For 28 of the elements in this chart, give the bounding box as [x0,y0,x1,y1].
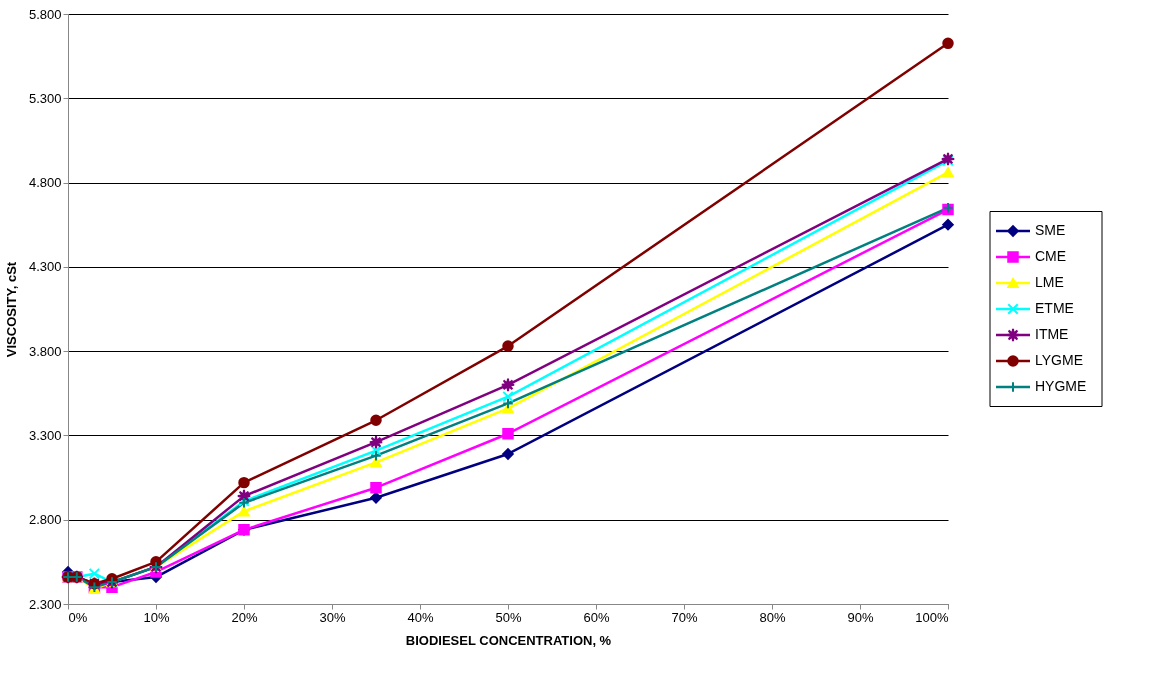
legend-label: LYGME [1035,352,1083,368]
x-tick-label: 20% [231,609,258,625]
legend-label: LME [1035,274,1064,290]
y-tick-label: 5.300 [28,90,62,106]
x-tick-label: 50% [495,609,522,625]
x-axis-title: BIODIESEL CONCENTRATION, % [405,632,612,648]
y-tick-label: 2.800 [28,512,62,528]
legend-label: HYGME [1035,378,1087,394]
legend-label: ITME [1035,326,1069,342]
legend-label: CME [1035,248,1067,264]
y-tick-label: 3.800 [28,343,62,359]
x-tick-label: 60% [583,609,610,625]
y-axis-title: VISCOSITY, cSt [3,261,19,358]
legend-label: ETME [1035,300,1074,316]
x-tick-label: 90% [847,609,874,625]
x-tick-label: 10% [143,609,170,625]
x-tick-label: 80% [759,609,786,625]
x-tick-label: 40% [407,609,434,625]
y-tick-label: 2.300 [28,596,62,612]
x-tick-label: 30% [319,609,346,625]
x-tick-label: 100% [915,609,949,625]
x-tick-label: 70% [671,609,698,625]
y-tick-label: 5.800 [28,6,62,22]
y-tick-label: 4.800 [28,175,62,191]
y-tick-label: 3.300 [28,427,62,443]
y-tick-label: 4.300 [28,259,62,275]
legend-label: SME [1035,222,1066,238]
x-tick-label: 0% [68,609,88,625]
